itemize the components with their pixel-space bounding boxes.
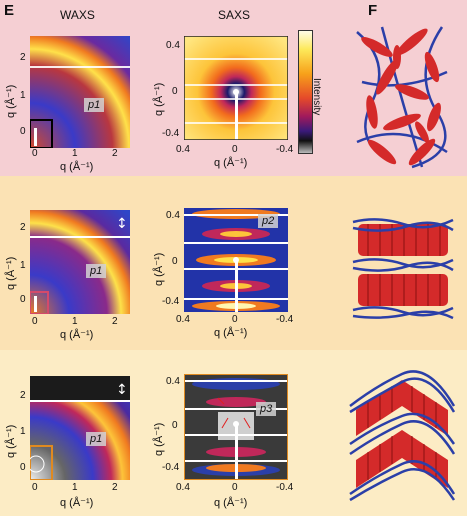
saxs-xtick-pos: 0.4 [176,144,190,155]
waxs-ylabel: q (Å⁻¹) [5,424,17,458]
waxs-xlabel: q (Å⁻¹) [60,497,94,509]
saxs-xtick-pos: 0.4 [176,482,190,493]
saxs-xlabel: q (Å⁻¹) [214,497,248,509]
saxs-ytick-pos: 0.4 [166,376,180,387]
waxs-plot-row1 [30,36,130,148]
saxs-ylabel: q (Å⁻¹) [153,82,165,116]
saxs-column-title: SAXS [218,8,251,22]
saxs-xlabel: q (Å⁻¹) [214,157,248,169]
waxs-ytick-2: 2 [20,390,26,401]
waxs-ylabel: q (Å⁻¹) [5,84,17,118]
waxs-xtick-2: 2 [112,148,118,159]
waxs-xtick-0: 0 [32,316,38,327]
waxs-plot-row2: ↕ [30,210,130,314]
panel-label-f: F [368,2,378,19]
saxs-ytick-pos: 0.4 [166,40,180,51]
saxs-ytick-pos: 0.4 [166,210,180,221]
saxs-ytick-zero: 0 [172,420,178,431]
saxs-plot-row1 [184,36,288,140]
saxs-xlabel: q (Å⁻¹) [214,327,248,339]
model-layered-row2 [348,212,458,322]
saxs-xtick-neg: -0.4 [276,144,294,155]
waxs-ylabel: q (Å⁻¹) [5,256,17,290]
saxs-ylabel: q (Å⁻¹) [153,422,165,456]
svg-text:↕: ↕ [116,382,128,398]
waxs-tag-row3: p1 [86,432,107,446]
waxs-xlabel: q (Å⁻¹) [60,161,94,173]
waxs-ytick-1: 1 [20,90,26,101]
svg-text:↕: ↕ [116,216,128,232]
saxs-ytick-zero: 0 [172,86,178,97]
waxs-ytick-2: 2 [20,222,26,233]
waxs-ytick-1: 1 [20,426,26,437]
waxs-ytick-0: 0 [20,126,26,137]
saxs-xtick-pos: 0.4 [176,314,190,325]
saxs-plot-row3 [184,374,288,480]
panel-label-e: E [4,2,15,19]
waxs-plot-row3: ↕ [30,376,130,480]
saxs-ytick-neg: -0.4 [162,128,180,139]
waxs-ytick-0: 0 [20,462,26,473]
waxs-xtick-1: 1 [72,148,78,159]
saxs-tag-row3: p3 [256,402,277,416]
waxs-xtick-1: 1 [72,482,78,493]
waxs-xtick-0: 0 [32,148,38,159]
model-random-row1 [352,22,452,172]
waxs-ytick-1: 1 [20,260,26,271]
model-chevron-row3 [346,366,458,506]
waxs-xlabel: q (Å⁻¹) [60,329,94,341]
saxs-tag-row2: p2 [258,214,279,228]
saxs-ylabel: q (Å⁻¹) [153,252,165,286]
waxs-tag-row1: p1 [84,98,105,112]
waxs-xtick-0: 0 [32,482,38,493]
saxs-ytick-neg: -0.4 [162,296,180,307]
waxs-ytick-0: 0 [20,294,26,305]
waxs-column-title: WAXS [60,8,95,22]
waxs-tag-row2: p1 [86,264,107,278]
saxs-xtick-zero: 0 [232,482,238,493]
saxs-plot-row2 [184,208,288,312]
saxs-ytick-neg: -0.4 [162,462,180,473]
waxs-xtick-2: 2 [112,482,118,493]
saxs-xtick-neg: -0.4 [276,482,294,493]
saxs-xtick-zero: 0 [232,144,238,155]
intensity-colorbar [298,30,313,154]
saxs-ytick-zero: 0 [172,256,178,267]
saxs-xtick-zero: 0 [232,314,238,325]
waxs-xtick-2: 2 [112,316,118,327]
saxs-xtick-neg: -0.4 [276,314,294,325]
waxs-xtick-1: 1 [72,316,78,327]
colorbar-label: Intensity [311,78,322,116]
waxs-ytick-2: 2 [20,52,26,63]
